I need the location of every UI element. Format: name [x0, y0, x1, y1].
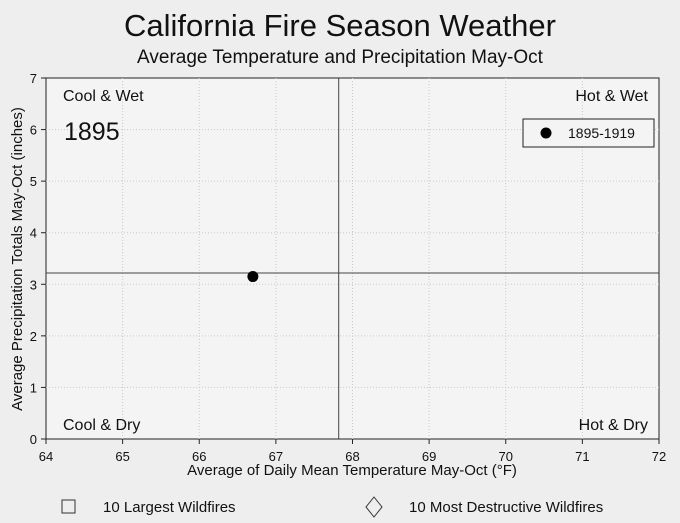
x-tick-label: 66 — [192, 449, 206, 464]
quadrant-label-cool-dry: Cool & Dry — [63, 417, 140, 434]
bottom-legend: 10 Largest Wildfires 10 Most Destructive… — [61, 496, 603, 518]
quadrant-label-hot-wet: Hot & Wet — [575, 88, 648, 105]
year-label: 1895 — [64, 118, 120, 146]
data-points — [247, 271, 259, 283]
y-tick-label: 6 — [30, 123, 37, 138]
grid — [46, 78, 659, 439]
y-tick-label: 4 — [30, 226, 37, 241]
x-tick-label: 68 — [345, 449, 359, 464]
legend-label-1895-1919: 1895-1919 — [568, 125, 635, 141]
y-tick-label: 2 — [30, 329, 37, 344]
x-tick-label: 69 — [422, 449, 436, 464]
square-outline-icon — [61, 499, 76, 514]
x-tick-label: 64 — [39, 449, 53, 464]
y-tick-label: 7 — [30, 71, 37, 86]
x-tick-label: 71 — [575, 449, 589, 464]
diamond-outline-icon — [365, 496, 383, 518]
legend-marker-1895-1919 — [540, 127, 552, 139]
quadrant-label-cool-wet: Cool & Wet — [63, 88, 144, 105]
x-tick-label: 67 — [269, 449, 283, 464]
bottom-legend-label-largest: 10 Largest Wildfires — [103, 499, 236, 516]
x-axis-label: Average of Daily Mean Temperature May-Oc… — [187, 462, 517, 479]
legend: 1895-1919 — [522, 118, 655, 148]
chart-subtitle: Average Temperature and Precipitation Ma… — [137, 47, 544, 68]
bottom-legend-label-destructive: 10 Most Destructive Wildfires — [409, 499, 603, 516]
data-point — [247, 271, 259, 283]
y-tick-label: 1 — [30, 380, 37, 395]
quadrant-label-hot-dry: Hot & Dry — [579, 417, 648, 434]
x-tick-label: 65 — [115, 449, 129, 464]
reference-lines — [46, 78, 659, 439]
x-tick-label: 70 — [499, 449, 513, 464]
y-tick-label: 5 — [30, 174, 37, 189]
y-axis-label: Average Precipitation Totals May-Oct (in… — [9, 107, 26, 411]
chart-title: California Fire Season Weather — [124, 8, 556, 43]
x-tick-label: 72 — [652, 449, 666, 464]
y-tick-label: 0 — [30, 432, 37, 447]
y-tick-label: 3 — [30, 277, 37, 292]
